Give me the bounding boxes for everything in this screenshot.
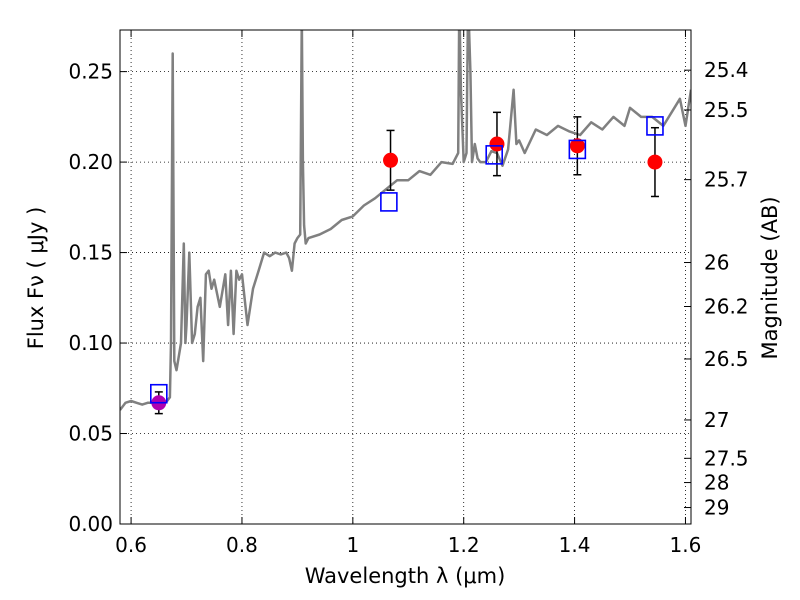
x-axis-label: Wavelength λ (μm) <box>305 564 506 588</box>
x-tick-label: 0.8 <box>226 533 258 557</box>
observed-point <box>647 154 663 170</box>
y-tick-label: 0.00 <box>68 512 113 536</box>
mag-tick-label: 25.4 <box>704 58 749 82</box>
x-tick-label: 1.2 <box>448 533 480 557</box>
model-spectrum-layer <box>120 30 691 411</box>
tick-labels: 0.6 0.8 1 1.2 1.4 1.6 0.00 0.05 0.10 0.15 0.20 0.25… <box>68 58 748 557</box>
y-tick-label: 0.15 <box>68 241 113 265</box>
mag-tick-label: 25.5 <box>704 98 749 122</box>
x-tick-label: 0.6 <box>115 533 147 557</box>
mag-tick-label: 26.2 <box>704 294 749 318</box>
y-axis-label: Flux Fν ( μJy ) <box>24 207 48 350</box>
axes <box>119 29 692 525</box>
synthetic-point <box>380 192 398 212</box>
synthetic-point <box>150 383 168 404</box>
mag-tick-label: 26.5 <box>704 347 749 371</box>
plot-frame <box>119 29 692 525</box>
mag-tick-label: 27.5 <box>704 446 749 470</box>
y-tick-label: 0.05 <box>68 422 113 446</box>
synthetic-point <box>485 145 503 165</box>
mag-tick-label: 26 <box>704 251 729 275</box>
y-tick-label: 0.10 <box>68 331 113 355</box>
observed-point <box>569 138 585 154</box>
synthetic-point <box>568 139 587 160</box>
y2-axis-label: Magnitude (AB) <box>758 196 782 359</box>
synthetic-point <box>646 116 664 136</box>
y-tick-label: 0.25 <box>68 60 113 84</box>
mag-tick-label: 28 <box>704 471 729 495</box>
x-tick-label: 1 <box>346 533 359 557</box>
photometry-layer <box>150 111 664 415</box>
y-tick-label: 0.20 <box>68 150 113 174</box>
x-tick-label: 1.6 <box>670 533 702 557</box>
x-tick-label: 1.4 <box>559 533 591 557</box>
observed-point <box>489 136 505 152</box>
observed-point <box>383 152 399 168</box>
mag-tick-label: 27 <box>704 408 729 432</box>
model-spectrum-line <box>120 30 691 411</box>
mag-tick-label: 25.7 <box>704 168 749 192</box>
mag-tick-label: 29 <box>704 496 729 520</box>
